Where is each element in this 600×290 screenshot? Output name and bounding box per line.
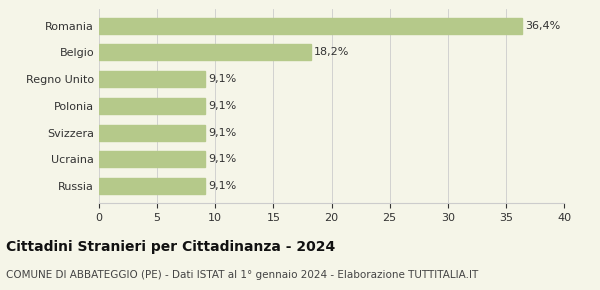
Text: 18,2%: 18,2%: [314, 47, 349, 57]
Bar: [99, 178, 205, 194]
Bar: [99, 71, 205, 87]
Text: 9,1%: 9,1%: [208, 101, 236, 111]
Bar: [99, 17, 522, 34]
Bar: [99, 125, 205, 141]
Bar: [99, 98, 205, 114]
Text: 9,1%: 9,1%: [208, 154, 236, 164]
Bar: [99, 44, 311, 60]
Bar: [99, 151, 205, 167]
Text: 9,1%: 9,1%: [208, 128, 236, 138]
Text: 9,1%: 9,1%: [208, 74, 236, 84]
Text: COMUNE DI ABBATEGGIO (PE) - Dati ISTAT al 1° gennaio 2024 - Elaborazione TUTTITA: COMUNE DI ABBATEGGIO (PE) - Dati ISTAT a…: [6, 270, 478, 280]
Text: 36,4%: 36,4%: [526, 21, 561, 30]
Text: 9,1%: 9,1%: [208, 181, 236, 191]
Text: Cittadini Stranieri per Cittadinanza - 2024: Cittadini Stranieri per Cittadinanza - 2…: [6, 240, 335, 254]
